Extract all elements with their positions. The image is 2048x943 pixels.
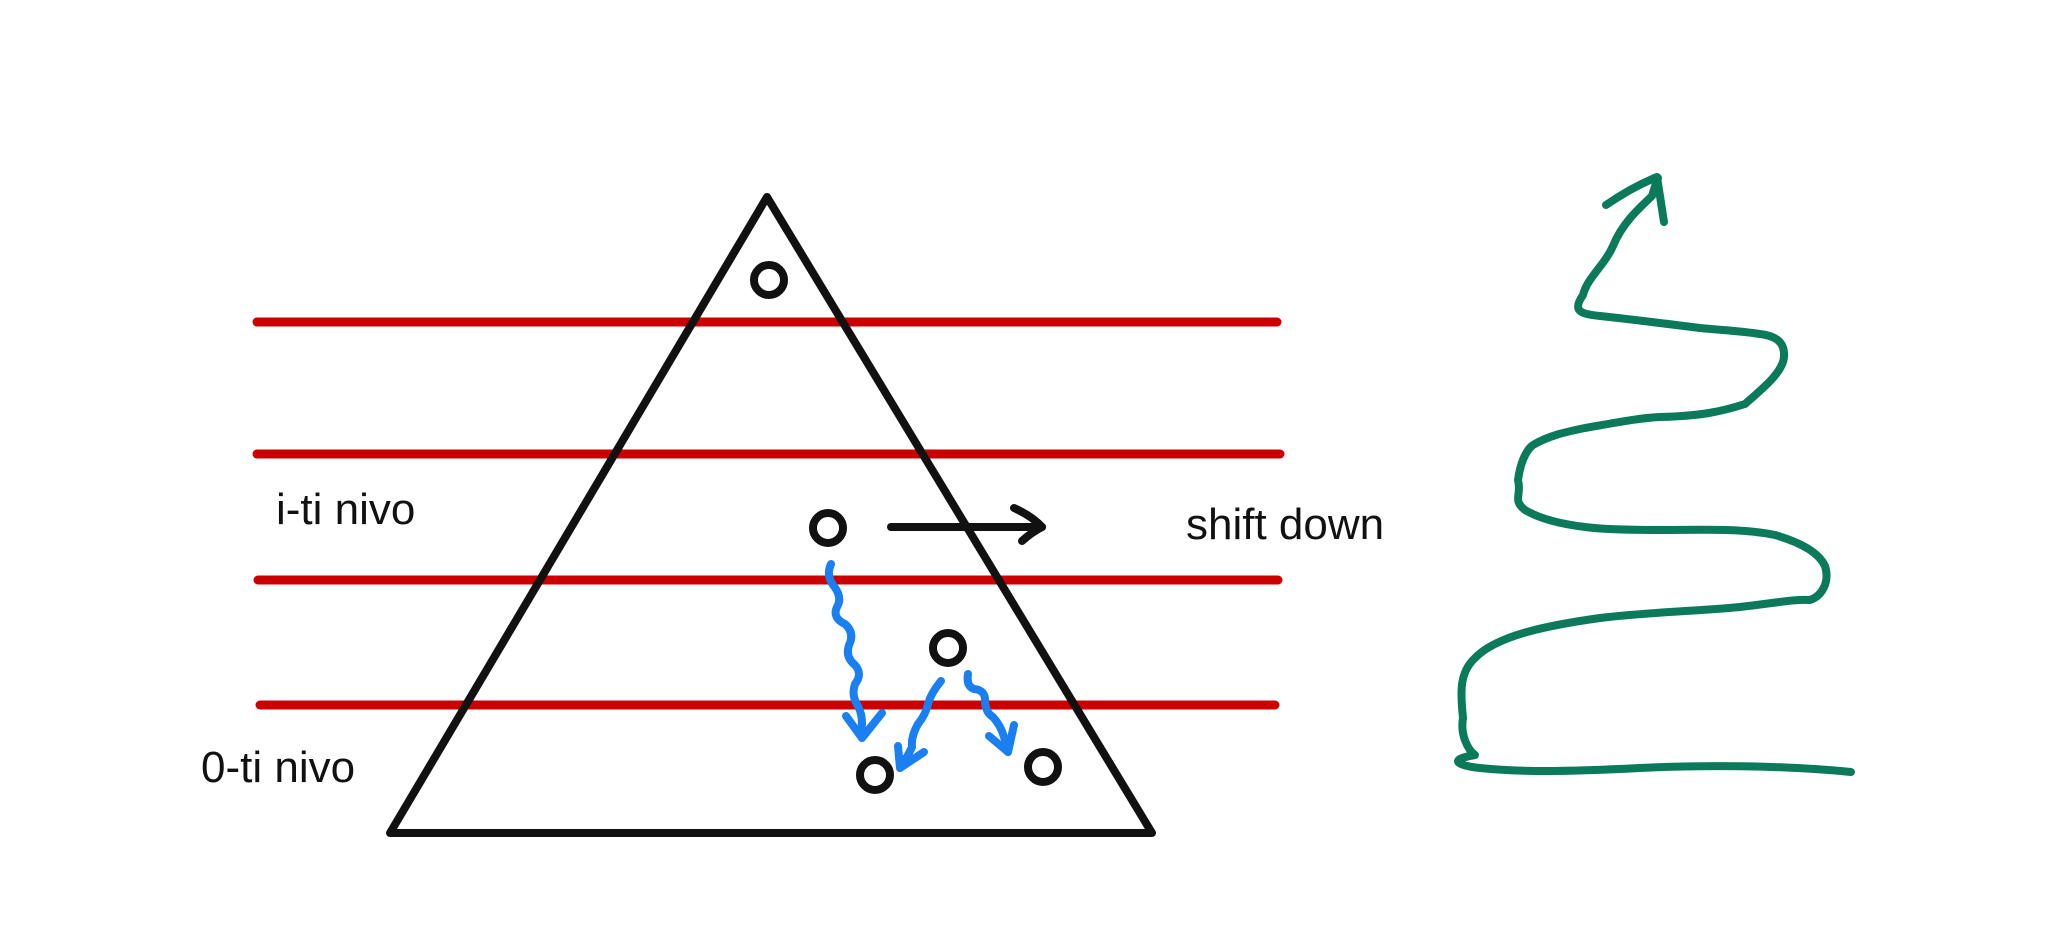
i-level-label: i-ti nivo — [276, 485, 416, 534]
heap-node-root — [750, 261, 788, 299]
heap-node-i-level — [809, 509, 847, 547]
heap-node-leaf-right — [1024, 748, 1062, 786]
down-arrow-icon — [824, 560, 886, 742]
zero-level-label: 0-ti nivo — [201, 743, 356, 792]
heap-triangle — [386, 193, 1156, 837]
level-lines — [252, 317, 1285, 710]
curly-up-arrow-icon — [1454, 173, 1855, 776]
down-arrow-icon — [894, 677, 945, 772]
heap-node-leaf-left — [856, 756, 894, 794]
heap-node-child-right — [929, 629, 967, 667]
shift-down-label: shift down — [1186, 500, 1385, 549]
down-arrow-icon — [963, 670, 1018, 756]
sift-arrows — [824, 560, 1018, 772]
heap-nodes — [750, 261, 1062, 794]
right-arrow-icon — [887, 504, 1046, 545]
